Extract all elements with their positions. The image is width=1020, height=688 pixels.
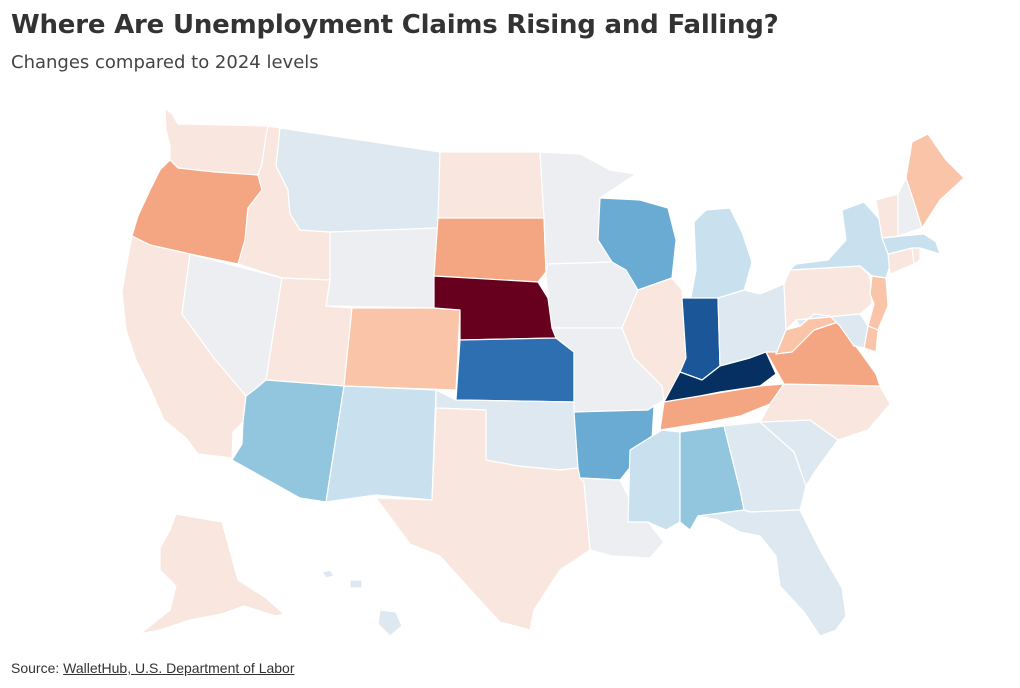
state-mi[interactable] bbox=[689, 207, 753, 303]
state-nc[interactable] bbox=[759, 383, 891, 441]
state-nm[interactable] bbox=[325, 385, 437, 503]
state-in[interactable] bbox=[679, 297, 721, 381]
page-subtitle: Changes compared to 2024 levels bbox=[11, 52, 319, 73]
state-la[interactable] bbox=[579, 477, 665, 559]
state-ma[interactable] bbox=[881, 233, 941, 255]
us-choropleth-map bbox=[0, 90, 1020, 650]
state-wy[interactable] bbox=[325, 227, 439, 309]
page-title: Where Are Unemployment Claims Rising and… bbox=[11, 10, 779, 40]
state-ny[interactable] bbox=[789, 201, 893, 279]
source-link[interactable]: WalletHub, U.S. Department of Labor bbox=[63, 660, 295, 676]
state-ak[interactable] bbox=[139, 513, 285, 635]
state-co[interactable] bbox=[343, 307, 461, 391]
state-ia[interactable] bbox=[545, 261, 639, 329]
state-nd[interactable] bbox=[437, 151, 545, 219]
state-ks[interactable] bbox=[455, 337, 575, 403]
state-ri[interactable] bbox=[911, 247, 921, 265]
state-fl[interactable] bbox=[697, 509, 847, 637]
states-layer bbox=[121, 107, 965, 637]
source-credit: Source: WalletHub, U.S. Department of La… bbox=[11, 660, 295, 676]
state-me[interactable] bbox=[905, 133, 965, 229]
state-mt[interactable] bbox=[275, 127, 441, 233]
source-label: Source: bbox=[11, 660, 64, 676]
state-md[interactable] bbox=[795, 313, 869, 349]
state-ms[interactable] bbox=[627, 429, 681, 531]
state-wa[interactable] bbox=[164, 107, 269, 176]
state-az[interactable] bbox=[231, 379, 345, 503]
state-tx[interactable] bbox=[375, 407, 591, 631]
state-sd[interactable] bbox=[433, 217, 547, 283]
state-hi[interactable] bbox=[321, 569, 403, 637]
